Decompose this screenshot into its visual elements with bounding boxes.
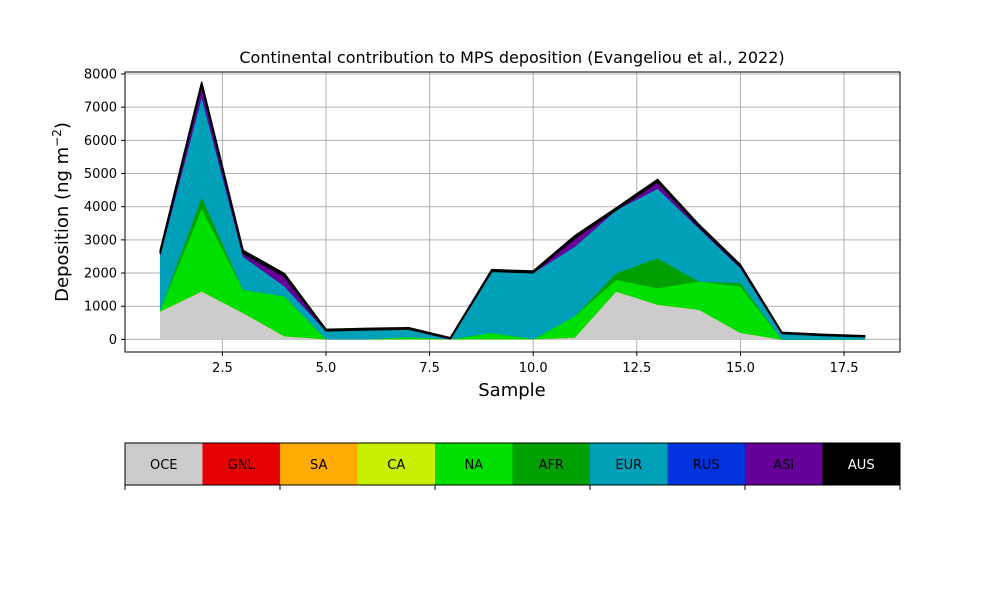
y-tick-label: 4000	[84, 200, 117, 215]
x-tick-label: 5.0	[316, 361, 337, 376]
y-axis-label: Deposition (ng m−2)	[50, 122, 73, 302]
legend-swatch-oce	[125, 443, 203, 485]
y-axis-label-close: )	[52, 122, 73, 129]
legend-colorbar: OCE GNL SA CA NA AFR EUR RUS ASI AUS	[124, 442, 901, 490]
x-axis-label: Sample	[478, 380, 546, 401]
legend-swatch-eur	[590, 443, 668, 485]
y-axis-label-superscript: −2	[50, 129, 64, 147]
legend-label-asi: ASI	[773, 458, 794, 473]
legend-label-aus: AUS	[848, 458, 875, 473]
legend-label-rus: RUS	[693, 458, 720, 473]
y-tick-label: 3000	[84, 233, 117, 248]
x-tick-label: 17.5	[830, 361, 859, 376]
plot-frame	[124, 71, 901, 353]
area-aus	[159, 81, 866, 340]
chart-title: Continental contribution to MPS depositi…	[239, 48, 784, 67]
grid-lines	[125, 72, 900, 352]
legend-label-afr: AFR	[539, 458, 564, 473]
y-tick-label: 6000	[84, 134, 117, 149]
legend-swatch-aus	[822, 443, 900, 485]
legend-swatch-na	[435, 443, 513, 485]
legend-swatch-asi	[745, 443, 823, 485]
x-tick-label: 12.5	[622, 361, 651, 376]
legend-label-sa: SA	[310, 458, 327, 473]
y-axis-ticks: 0 1000 2000 3000 4000 5000 6000 7000 8000	[84, 67, 125, 348]
y-tick-label: 1000	[84, 300, 117, 315]
legend-label-gnl: GNL	[228, 458, 256, 473]
x-axis-ticks: 2.5 5.0 7.5 10.0 12.5 15.0 17.5	[212, 352, 859, 376]
y-tick-label: 5000	[84, 167, 117, 182]
legend-swatch-ca	[357, 443, 435, 485]
legend-label-oce: OCE	[150, 458, 178, 473]
legend-label-eur: EUR	[615, 458, 642, 473]
x-tick-label: 2.5	[212, 361, 233, 376]
x-tick-label: 15.0	[726, 361, 755, 376]
legend-label-na: NA	[464, 458, 483, 473]
legend-swatch-gnl	[202, 443, 280, 485]
stacked-areas	[159, 81, 866, 340]
x-tick-label: 10.0	[519, 361, 548, 376]
y-axis-label-main: Deposition (ng m	[52, 147, 73, 302]
legend-swatch-rus	[667, 443, 745, 485]
legend-swatch-sa	[280, 443, 358, 485]
y-tick-label: 0	[109, 333, 117, 348]
y-tick-label: 7000	[84, 101, 117, 116]
x-tick-label: 7.5	[419, 361, 440, 376]
y-tick-label: 8000	[84, 67, 117, 82]
y-tick-label: 2000	[84, 267, 117, 282]
legend-frame	[124, 442, 901, 486]
legend-swatch-afr	[512, 443, 590, 485]
legend-label-ca: CA	[387, 458, 405, 473]
